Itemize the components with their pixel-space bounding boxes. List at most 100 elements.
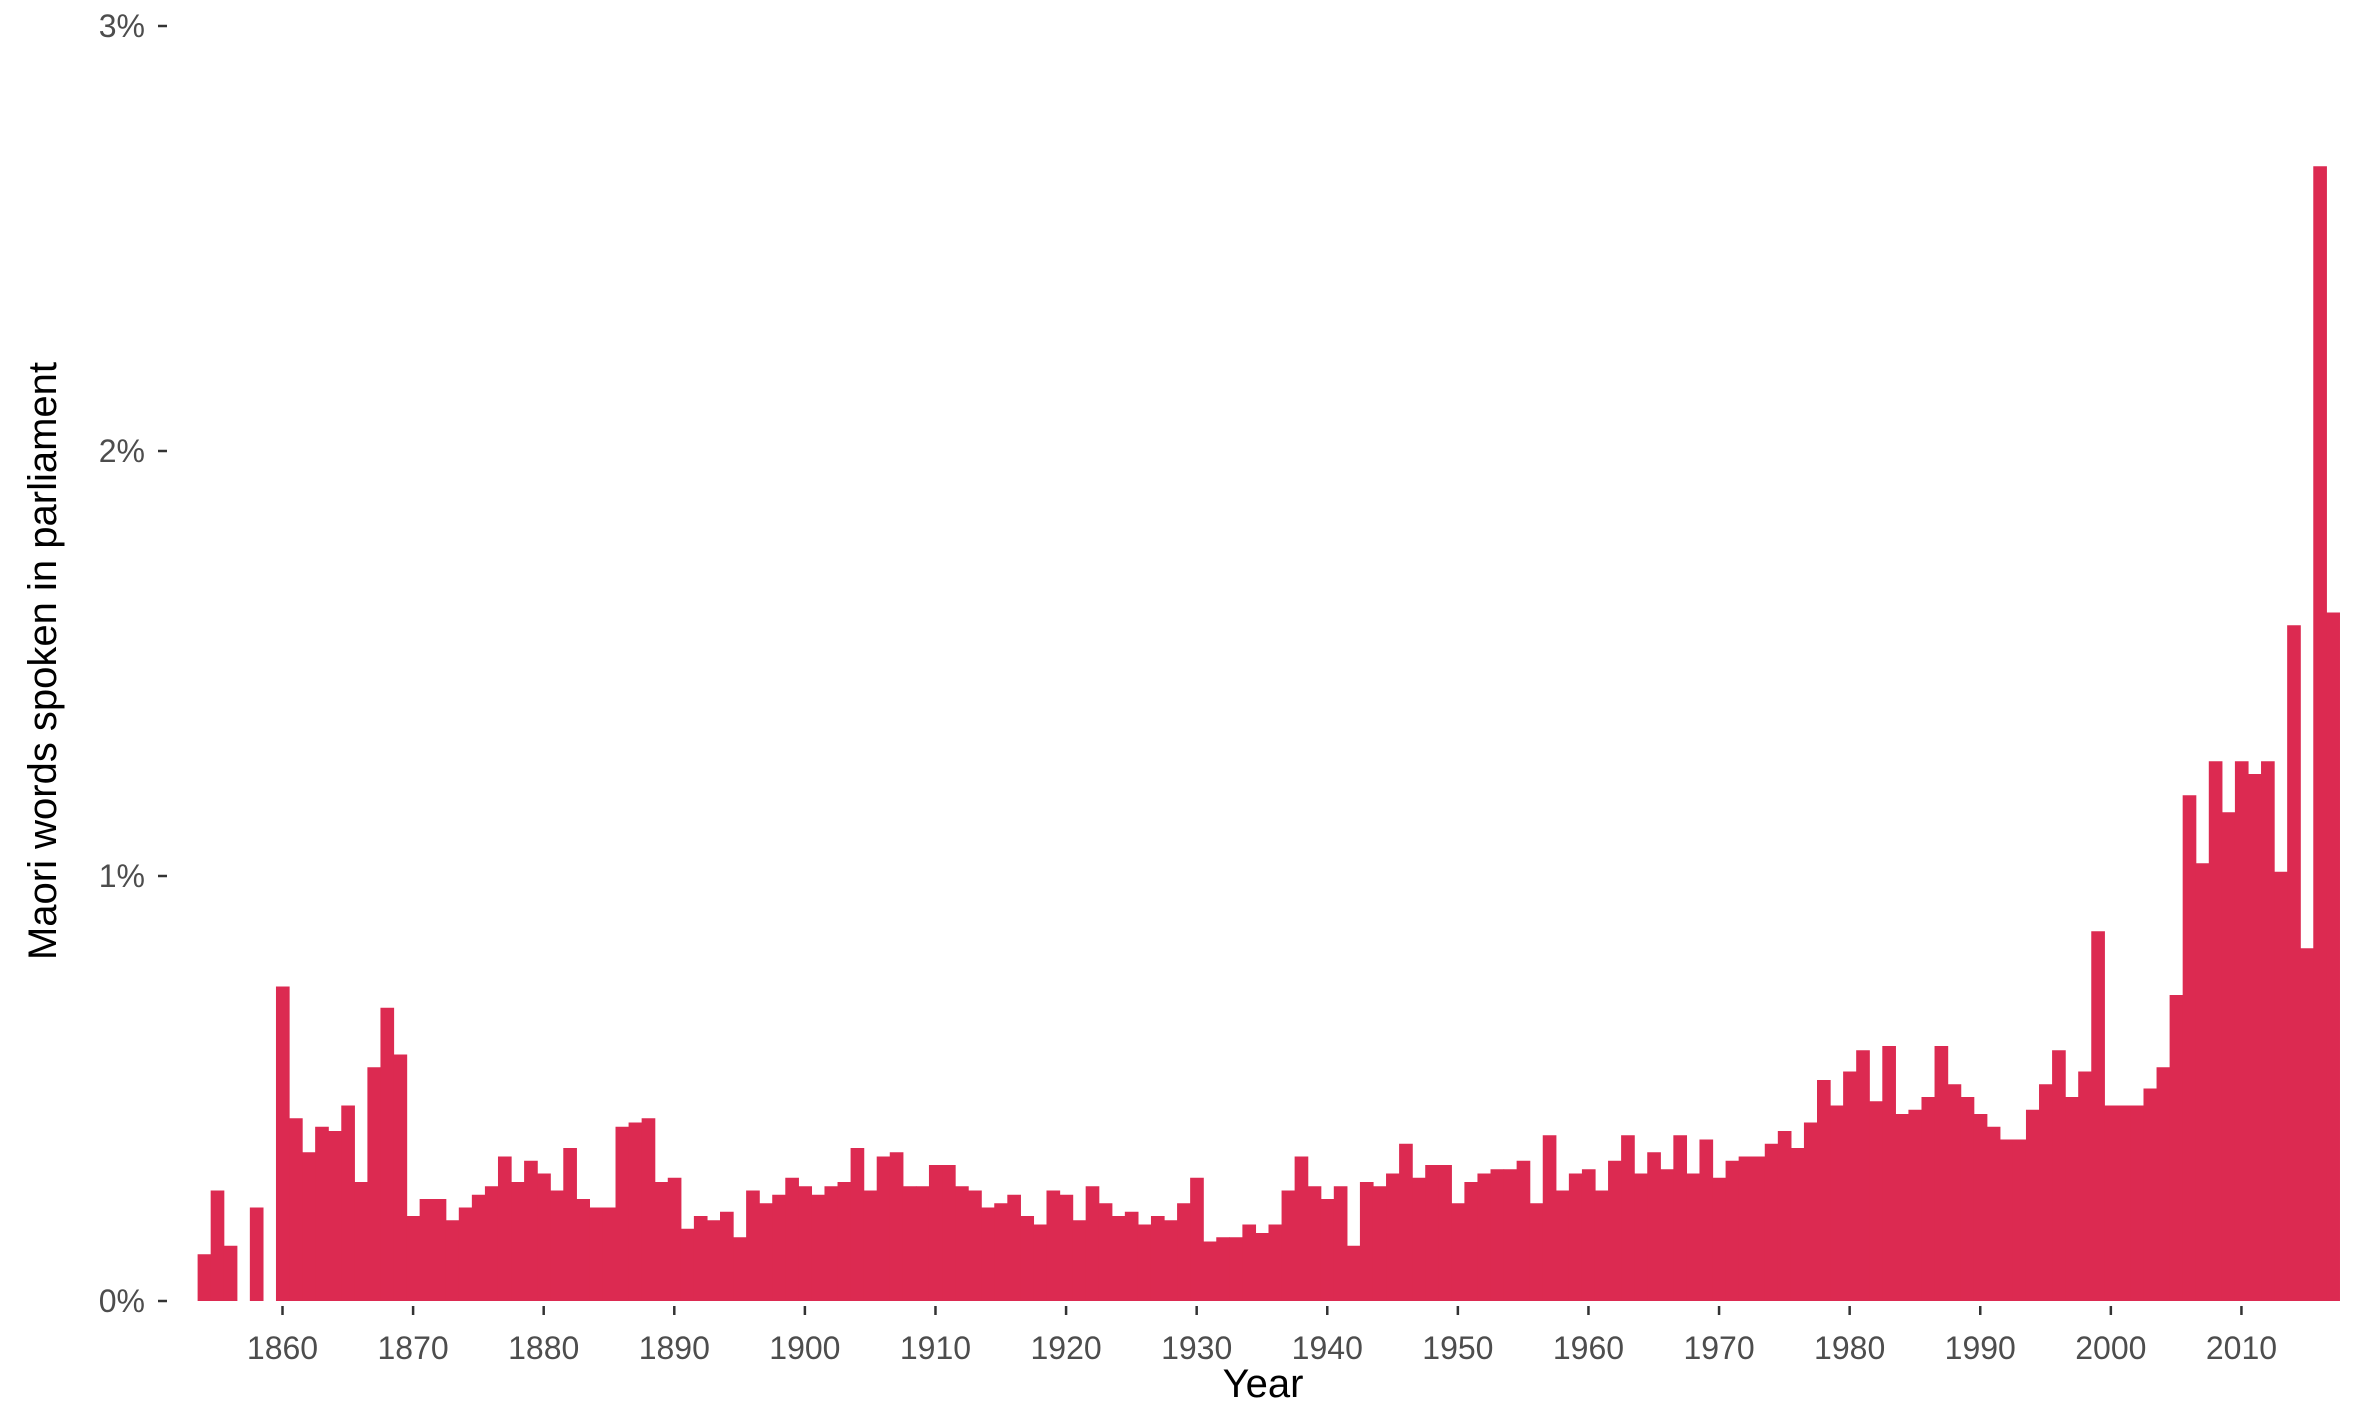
bar-1998 [2078,1071,2092,1301]
x-tick-label: 1910 [900,1330,971,1366]
bar-1979 [1830,1105,1844,1301]
bar-1925 [1124,1211,1139,1301]
bar-1987 [1934,1046,1949,1301]
bar-1867 [367,1067,382,1301]
bar-1904 [850,1148,865,1301]
bar-1966 [1660,1169,1674,1301]
bar-1920 [1059,1194,1074,1301]
x-tick-label: 1960 [1553,1330,1624,1366]
bar-1911 [942,1165,956,1301]
bar-1951 [1464,1182,1479,1301]
bar-1942 [1346,1245,1361,1301]
bar-1860 [275,986,290,1301]
bar-1884 [589,1207,604,1301]
bar-1915 [994,1203,1008,1301]
x-tick-label: 1930 [1161,1330,1232,1366]
bar-1900 [798,1186,813,1301]
bar-1908 [902,1186,917,1301]
bar-1992 [1999,1139,2014,1301]
bar-1858 [249,1207,264,1301]
bar-1932 [1216,1237,1230,1301]
bar-1892 [693,1216,708,1301]
bar-1882 [563,1148,577,1301]
bar-2001 [2117,1105,2132,1301]
bar-1917 [1020,1216,1035,1301]
bar-1940 [1320,1199,1335,1301]
bar-1898 [772,1194,786,1301]
bar-1896 [746,1190,760,1301]
bar-2002 [2130,1105,2145,1301]
bar-2016 [2313,166,2327,1301]
bar-1934 [1242,1224,1257,1301]
bar-1970 [1712,1177,1727,1301]
bar-1939 [1307,1186,1322,1301]
bar-1905 [863,1190,878,1301]
bar-1924 [1111,1216,1126,1301]
bar-1971 [1725,1160,1740,1301]
y-tick-label: 2% [99,433,145,469]
x-tick-label: 2000 [2075,1330,2146,1366]
bar-1963 [1621,1135,1635,1301]
bar-1929 [1177,1203,1191,1301]
bar-1985 [1908,1109,1923,1301]
bar-1947 [1412,1177,1426,1301]
bar-1866 [354,1182,368,1301]
bar-1903 [837,1182,852,1301]
bar-1878 [511,1182,525,1301]
bar-1959 [1568,1173,1583,1301]
bar-1895 [733,1237,747,1301]
x-tick-label: 1920 [1030,1330,1101,1366]
bar-1916 [1007,1194,1021,1301]
bar-1993 [2012,1139,2027,1301]
bars [197,166,2340,1301]
bar-2006 [2182,795,2197,1301]
bar-1991 [1986,1126,2001,1301]
x-tick-label: 1940 [1292,1330,1363,1366]
bar-1902 [824,1186,839,1301]
bar-1901 [811,1194,826,1301]
bar-1969 [1699,1139,1714,1301]
bar-1913 [968,1190,982,1301]
y-tick-label: 3% [99,8,145,44]
bar-1871 [419,1199,434,1301]
bar-1968 [1686,1173,1701,1301]
bar-2012 [2261,761,2275,1301]
x-tick-label: 1880 [508,1330,579,1366]
bar-1889 [654,1182,669,1301]
bar-2004 [2156,1067,2171,1301]
bar-1990 [1973,1114,1988,1301]
bar-1869 [393,1054,408,1301]
bar-1879 [524,1160,538,1301]
bar-1868 [380,1007,395,1301]
bar-1910 [928,1165,943,1301]
bar-1958 [1555,1190,1570,1301]
bar-2009 [2221,812,2236,1301]
bar-1972 [1738,1156,1753,1301]
bar-1926 [1137,1224,1152,1301]
bar-2008 [2208,761,2223,1301]
bar-1945 [1386,1173,1400,1301]
bar-1954 [1503,1169,1518,1301]
bar-2000 [2104,1105,2118,1301]
bar-1967 [1673,1135,1688,1301]
bar-1886 [615,1126,630,1301]
bar-1919 [1046,1190,1061,1301]
y-tick-label: 1% [99,858,145,894]
bar-2005 [2169,995,2184,1301]
bar-1854 [197,1254,212,1301]
bar-1861 [289,1118,303,1301]
bar-1881 [550,1190,564,1301]
bar-1914 [981,1207,995,1301]
bar-1930 [1190,1177,1204,1301]
bar-1964 [1634,1173,1648,1301]
bar-1937 [1281,1190,1296,1301]
bar-1976 [1790,1148,1805,1301]
bar-1988 [1947,1084,1962,1301]
bar-2014 [2287,625,2301,1301]
bar-2003 [2143,1088,2158,1301]
bar-1887 [628,1122,643,1301]
bar-1933 [1229,1237,1243,1301]
x-axis: 1860 1870 1880 1890 1900 1910 1920 1930 1940 1950… [247,1306,2277,1366]
bar-1994 [2025,1109,2040,1301]
